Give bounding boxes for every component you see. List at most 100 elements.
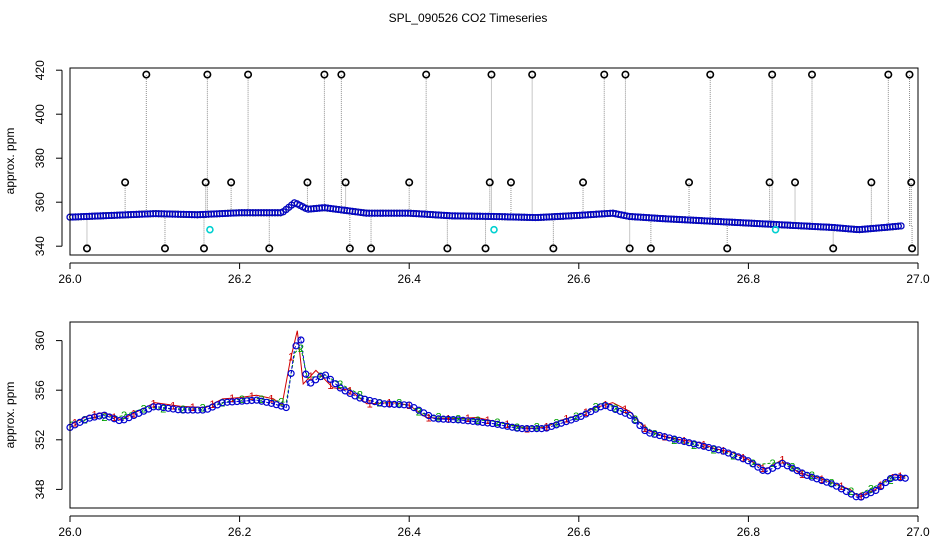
series-1-marker: 1 bbox=[720, 445, 726, 457]
series-2-marker: 2 bbox=[200, 402, 206, 414]
series-3-point bbox=[321, 371, 330, 379]
x-tick-label: 26.2 bbox=[228, 272, 252, 286]
series-2-marker: 2 bbox=[789, 461, 795, 473]
series-3-point bbox=[371, 398, 379, 406]
series-3-point bbox=[533, 425, 541, 433]
series-3-point bbox=[243, 397, 251, 405]
series-2-marker: 2 bbox=[141, 403, 147, 415]
series-3-point bbox=[253, 396, 261, 404]
series-3-point bbox=[665, 434, 674, 442]
series-2-marker: 2 bbox=[711, 444, 717, 456]
series-3-point bbox=[464, 417, 472, 425]
outlier-point bbox=[506, 178, 515, 187]
outlier-point bbox=[485, 178, 494, 187]
series-3-point bbox=[631, 416, 639, 425]
series-2-marker: 2 bbox=[475, 415, 481, 427]
series-3-point bbox=[395, 400, 403, 409]
series-1-marker: 1 bbox=[485, 415, 491, 427]
outlier-point bbox=[600, 70, 609, 79]
series-2-marker: 2 bbox=[553, 417, 559, 429]
series-3-point bbox=[282, 403, 290, 412]
outlier-point bbox=[528, 70, 537, 79]
series-3-point bbox=[896, 474, 904, 482]
outlier-point bbox=[579, 178, 588, 187]
top-y-axis: 340 360 380 400 420 bbox=[33, 60, 63, 256]
series-3-point bbox=[567, 416, 575, 424]
flagged-point bbox=[206, 225, 214, 234]
series-3-point bbox=[705, 443, 713, 452]
series-3-point bbox=[543, 424, 551, 432]
series-3-point bbox=[852, 493, 860, 501]
outlier-point bbox=[907, 178, 916, 187]
series-3-point bbox=[331, 380, 339, 388]
series-3-point bbox=[685, 439, 693, 447]
series-1-marker: 1 bbox=[602, 400, 608, 412]
series-3-point bbox=[307, 379, 315, 387]
series-3-point bbox=[366, 396, 374, 405]
outlier-point bbox=[908, 244, 917, 253]
series-3-point bbox=[651, 430, 659, 438]
series-3-point bbox=[169, 405, 177, 413]
series-3-point bbox=[267, 399, 276, 407]
series-3-point bbox=[184, 406, 192, 414]
series-3-point bbox=[503, 422, 511, 430]
y-tick-label: 400 bbox=[33, 104, 47, 124]
series-3-point bbox=[552, 421, 561, 429]
series-3-point bbox=[518, 425, 526, 433]
series-1-marker: 1 bbox=[308, 371, 314, 383]
series-3-point bbox=[710, 445, 718, 453]
x-tick-label: 26.2 bbox=[228, 525, 252, 539]
series-3-point bbox=[877, 482, 885, 491]
series-3-point bbox=[680, 437, 688, 446]
series-2-marker: 2 bbox=[396, 398, 402, 410]
series-3-point bbox=[690, 440, 698, 448]
series-3-point bbox=[754, 463, 762, 471]
outlier-point bbox=[549, 244, 558, 253]
y-tick-label: 348 bbox=[33, 479, 47, 499]
series-3-point bbox=[759, 466, 767, 474]
series-3-point bbox=[375, 399, 384, 407]
outlier-point bbox=[199, 244, 208, 253]
series-3-point bbox=[390, 400, 398, 408]
series-3-point bbox=[194, 406, 202, 414]
series-3-point bbox=[429, 414, 438, 422]
series-1-marker: 1 bbox=[858, 491, 864, 503]
series-3-point bbox=[238, 397, 246, 405]
series-2-marker: 2 bbox=[671, 435, 677, 447]
flagged-point bbox=[490, 225, 498, 234]
series-1-marker: 1 bbox=[72, 417, 78, 429]
y-tick-label: 356 bbox=[33, 380, 47, 400]
outlier-point bbox=[867, 178, 876, 187]
series-2-line bbox=[69, 345, 906, 495]
series-1-marker: 1 bbox=[92, 410, 98, 422]
outlier-point bbox=[646, 244, 655, 253]
outlier-point bbox=[265, 244, 274, 253]
outlier-point bbox=[723, 244, 732, 253]
y-tick-label: 352 bbox=[33, 429, 47, 449]
series-1-marker: 1 bbox=[249, 391, 255, 403]
series-2-marker: 2 bbox=[612, 403, 618, 415]
series-1-marker: 1 bbox=[544, 422, 550, 434]
y-tick-label: 420 bbox=[33, 60, 47, 80]
series-3-point bbox=[498, 421, 506, 429]
top-drop-lines bbox=[86, 74, 913, 249]
outlier-point bbox=[244, 70, 253, 79]
series-2-marker: 2 bbox=[376, 398, 382, 410]
top-x-axis: 26.0 26.2 26.4 26.6 26.8 27.0 bbox=[58, 262, 930, 286]
series-3-point bbox=[277, 402, 285, 410]
series-2-marker: 2 bbox=[514, 422, 520, 434]
outlier-point bbox=[791, 178, 800, 187]
series-3-point bbox=[228, 398, 236, 406]
x-tick-label: 26.0 bbox=[58, 272, 82, 286]
series-3-point bbox=[646, 429, 654, 437]
outlier-point bbox=[625, 244, 634, 253]
series-1-marker: 1 bbox=[701, 440, 707, 452]
series-3-point bbox=[636, 421, 644, 430]
series-3-point bbox=[90, 413, 99, 421]
series-3-point bbox=[434, 415, 443, 423]
series-1-marker: 1 bbox=[563, 414, 569, 426]
outlier-point bbox=[345, 244, 354, 253]
series-2-marker: 2 bbox=[593, 402, 599, 414]
outlier-point bbox=[829, 244, 838, 253]
